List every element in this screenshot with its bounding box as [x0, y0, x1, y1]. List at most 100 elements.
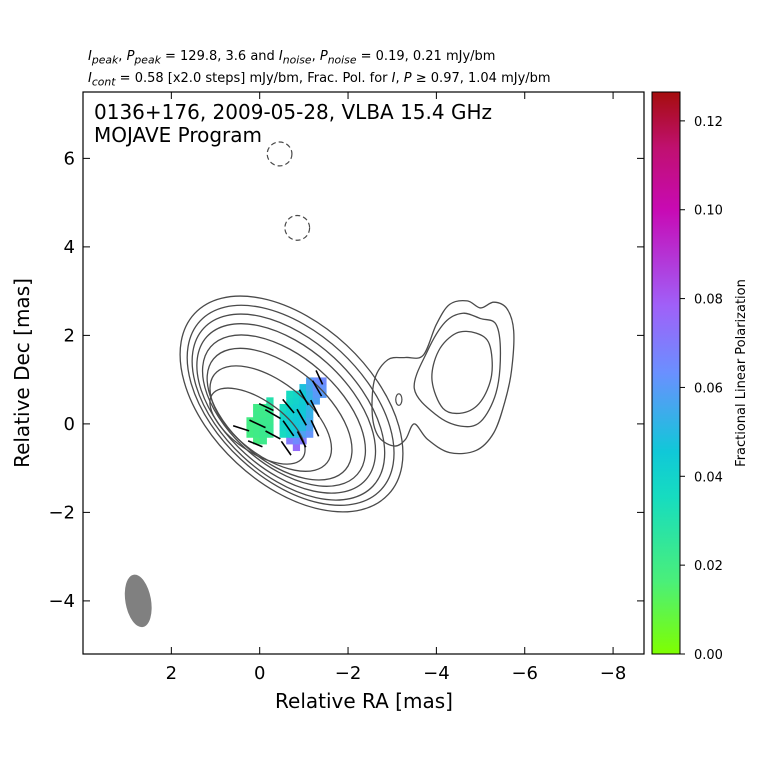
pol-fraction-cell	[253, 417, 261, 425]
core-contour	[201, 334, 367, 487]
jet-small-contour	[395, 393, 403, 406]
pol-fraction-cell	[286, 423, 294, 432]
x-tick-label: −6	[511, 663, 538, 684]
pol-fraction-cell	[312, 377, 320, 385]
pol-fraction-cell	[306, 410, 314, 418]
pol-fraction-cell	[253, 437, 261, 445]
evpa-vector	[265, 430, 281, 440]
evpa-vector	[247, 440, 263, 448]
axes-frame	[82, 91, 645, 655]
x-tick-label: 2	[166, 663, 177, 684]
colorbar-tick-label: 0.08	[694, 293, 723, 308]
pol-fraction-cell	[292, 403, 301, 412]
negative-contour	[266, 141, 293, 167]
pol-fraction-cell	[286, 410, 294, 418]
pol-fraction-cell	[319, 384, 327, 392]
pol-fraction-cell	[319, 377, 327, 385]
pol-fraction-cell	[306, 423, 314, 432]
colorbar-tick-label: 0.02	[694, 559, 723, 574]
y-tick-label: −4	[48, 591, 75, 612]
pol-fraction-cell	[286, 397, 294, 405]
pol-fraction-cell	[259, 403, 267, 412]
p-noise-symbol: Pnoise	[319, 49, 357, 67]
core-contour	[191, 313, 386, 501]
pol-fraction-cell	[299, 430, 307, 438]
core-contour	[209, 365, 333, 472]
jet-mid-contour	[413, 312, 502, 428]
pol-fraction-cell	[259, 410, 267, 418]
core-contour	[179, 295, 404, 513]
pol-fraction-cell	[279, 403, 287, 412]
evpa-vector	[315, 370, 324, 385]
p-peak-symbol: Ppeak	[126, 49, 161, 67]
core-contour	[206, 347, 353, 481]
colorbar-tick-label: 0.00	[694, 648, 723, 663]
evpa-vector	[264, 409, 282, 420]
evpa-vector	[232, 424, 250, 432]
noise-values: = 0.19, 0.21 mJy/bm	[360, 49, 496, 64]
evpa-vector	[258, 402, 274, 412]
pol-fraction-cell	[266, 417, 274, 425]
pol-fraction-cell	[306, 377, 314, 385]
pol-fraction-cell	[299, 397, 307, 405]
evpa-vector	[282, 398, 295, 414]
pol-fraction-cell	[306, 384, 314, 392]
pol-fraction-cell	[319, 390, 327, 398]
pol-fraction-cell	[292, 410, 301, 418]
pol-fraction-cell	[312, 397, 320, 405]
evpa-vector	[280, 440, 292, 456]
i-noise-symbol: Inoise	[278, 49, 312, 67]
plot-area	[124, 141, 515, 628]
pol-fraction-cell	[253, 430, 261, 438]
core-contour	[186, 304, 395, 506]
core-contour	[209, 387, 306, 465]
pol-fraction-cell	[286, 437, 294, 445]
pol-fraction-cell	[279, 423, 287, 432]
fractional-polarization-layer	[246, 377, 327, 452]
beam-ellipse	[124, 574, 152, 628]
pol-fraction-cell	[299, 403, 307, 412]
jet-inner-contour	[431, 330, 493, 415]
i-peak-symbol: Ipeak	[88, 49, 119, 67]
stats-line-peak-noise: Ipeak, Ppeak = 129.8, 3.6 and Inoise, Pn…	[88, 49, 496, 67]
colorbar-tick-label: 0.04	[694, 470, 723, 485]
axis-ticks: 2 0 −2 −4 −6 −8 −4 −2 0 2 4 6	[48, 92, 644, 684]
evpa-vector-layer	[232, 370, 324, 456]
contour-layer	[179, 141, 515, 513]
y-tick-label: 2	[64, 325, 75, 346]
colorbar-tick-label: 0.06	[694, 381, 723, 396]
pol-fraction-cell	[286, 390, 294, 398]
pol-fraction-cell	[259, 430, 267, 438]
beam-layer	[124, 574, 152, 628]
pol-fraction-cell	[306, 397, 314, 405]
pol-fraction-cell	[312, 390, 320, 398]
pol-fraction-cell	[306, 430, 314, 438]
colorbar	[651, 91, 681, 655]
contour-description: = 0.58 [x2.0 steps] mJy/bm, Frac. Pol. f…	[119, 71, 388, 86]
core-contour	[196, 323, 377, 494]
stats-line-contours: Icont = 0.58 [x2.0 steps] mJy/bm, Frac. …	[88, 71, 551, 89]
y-axis-label: Relative Dec [mas]	[10, 278, 34, 468]
pol-fraction-cell	[292, 417, 301, 425]
pol-fraction-cell	[292, 437, 301, 445]
pol-fraction-cell	[299, 423, 307, 432]
colorbar-tick-label: 0.12	[694, 115, 723, 130]
negative-contour	[284, 214, 311, 241]
y-tick-label: −2	[48, 502, 75, 523]
pol-fraction-cell	[253, 410, 261, 418]
pol-fraction-cell	[299, 390, 307, 398]
chart-title-line-1: 0136+176, 2009-05-28, VLBA 15.4 GHz	[94, 100, 492, 124]
pol-fraction-cell	[266, 423, 274, 432]
pol-fraction-cell	[292, 390, 301, 398]
evpa-vector	[312, 380, 323, 397]
jet-outer-contour	[371, 299, 515, 455]
pol-fraction-cell	[292, 430, 301, 438]
x-tick-label: −2	[335, 663, 362, 684]
x-tick-label: 0	[254, 663, 265, 684]
pol-fraction-cell	[306, 390, 314, 398]
evpa-vector	[310, 419, 320, 437]
evpa-vector	[296, 431, 307, 448]
y-tick-label: 0	[64, 414, 75, 435]
pol-fraction-cell	[266, 397, 274, 405]
